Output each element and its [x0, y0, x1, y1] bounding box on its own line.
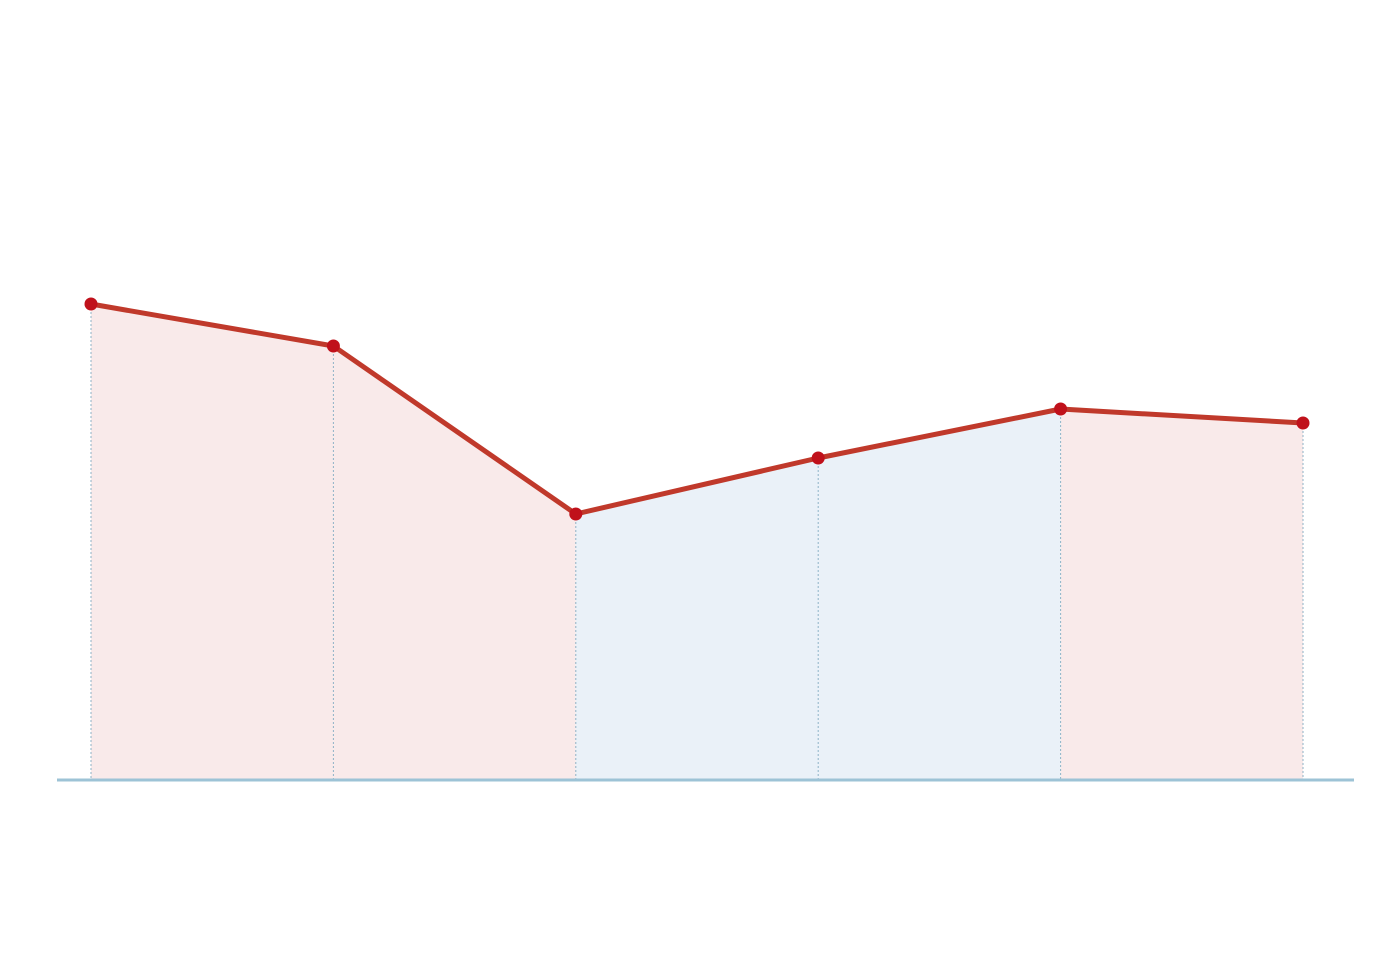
data-point [1296, 416, 1310, 430]
area-segment [1060, 409, 1303, 780]
area-segment [818, 409, 1061, 780]
area-segment [575, 458, 819, 780]
data-point [569, 507, 583, 521]
area-segment [91, 304, 334, 780]
data-point [326, 339, 340, 353]
data-line [90, 301, 1304, 517]
area-segment [333, 346, 576, 780]
data-point [811, 451, 825, 465]
data-point [84, 297, 98, 311]
data-point [1054, 402, 1068, 416]
